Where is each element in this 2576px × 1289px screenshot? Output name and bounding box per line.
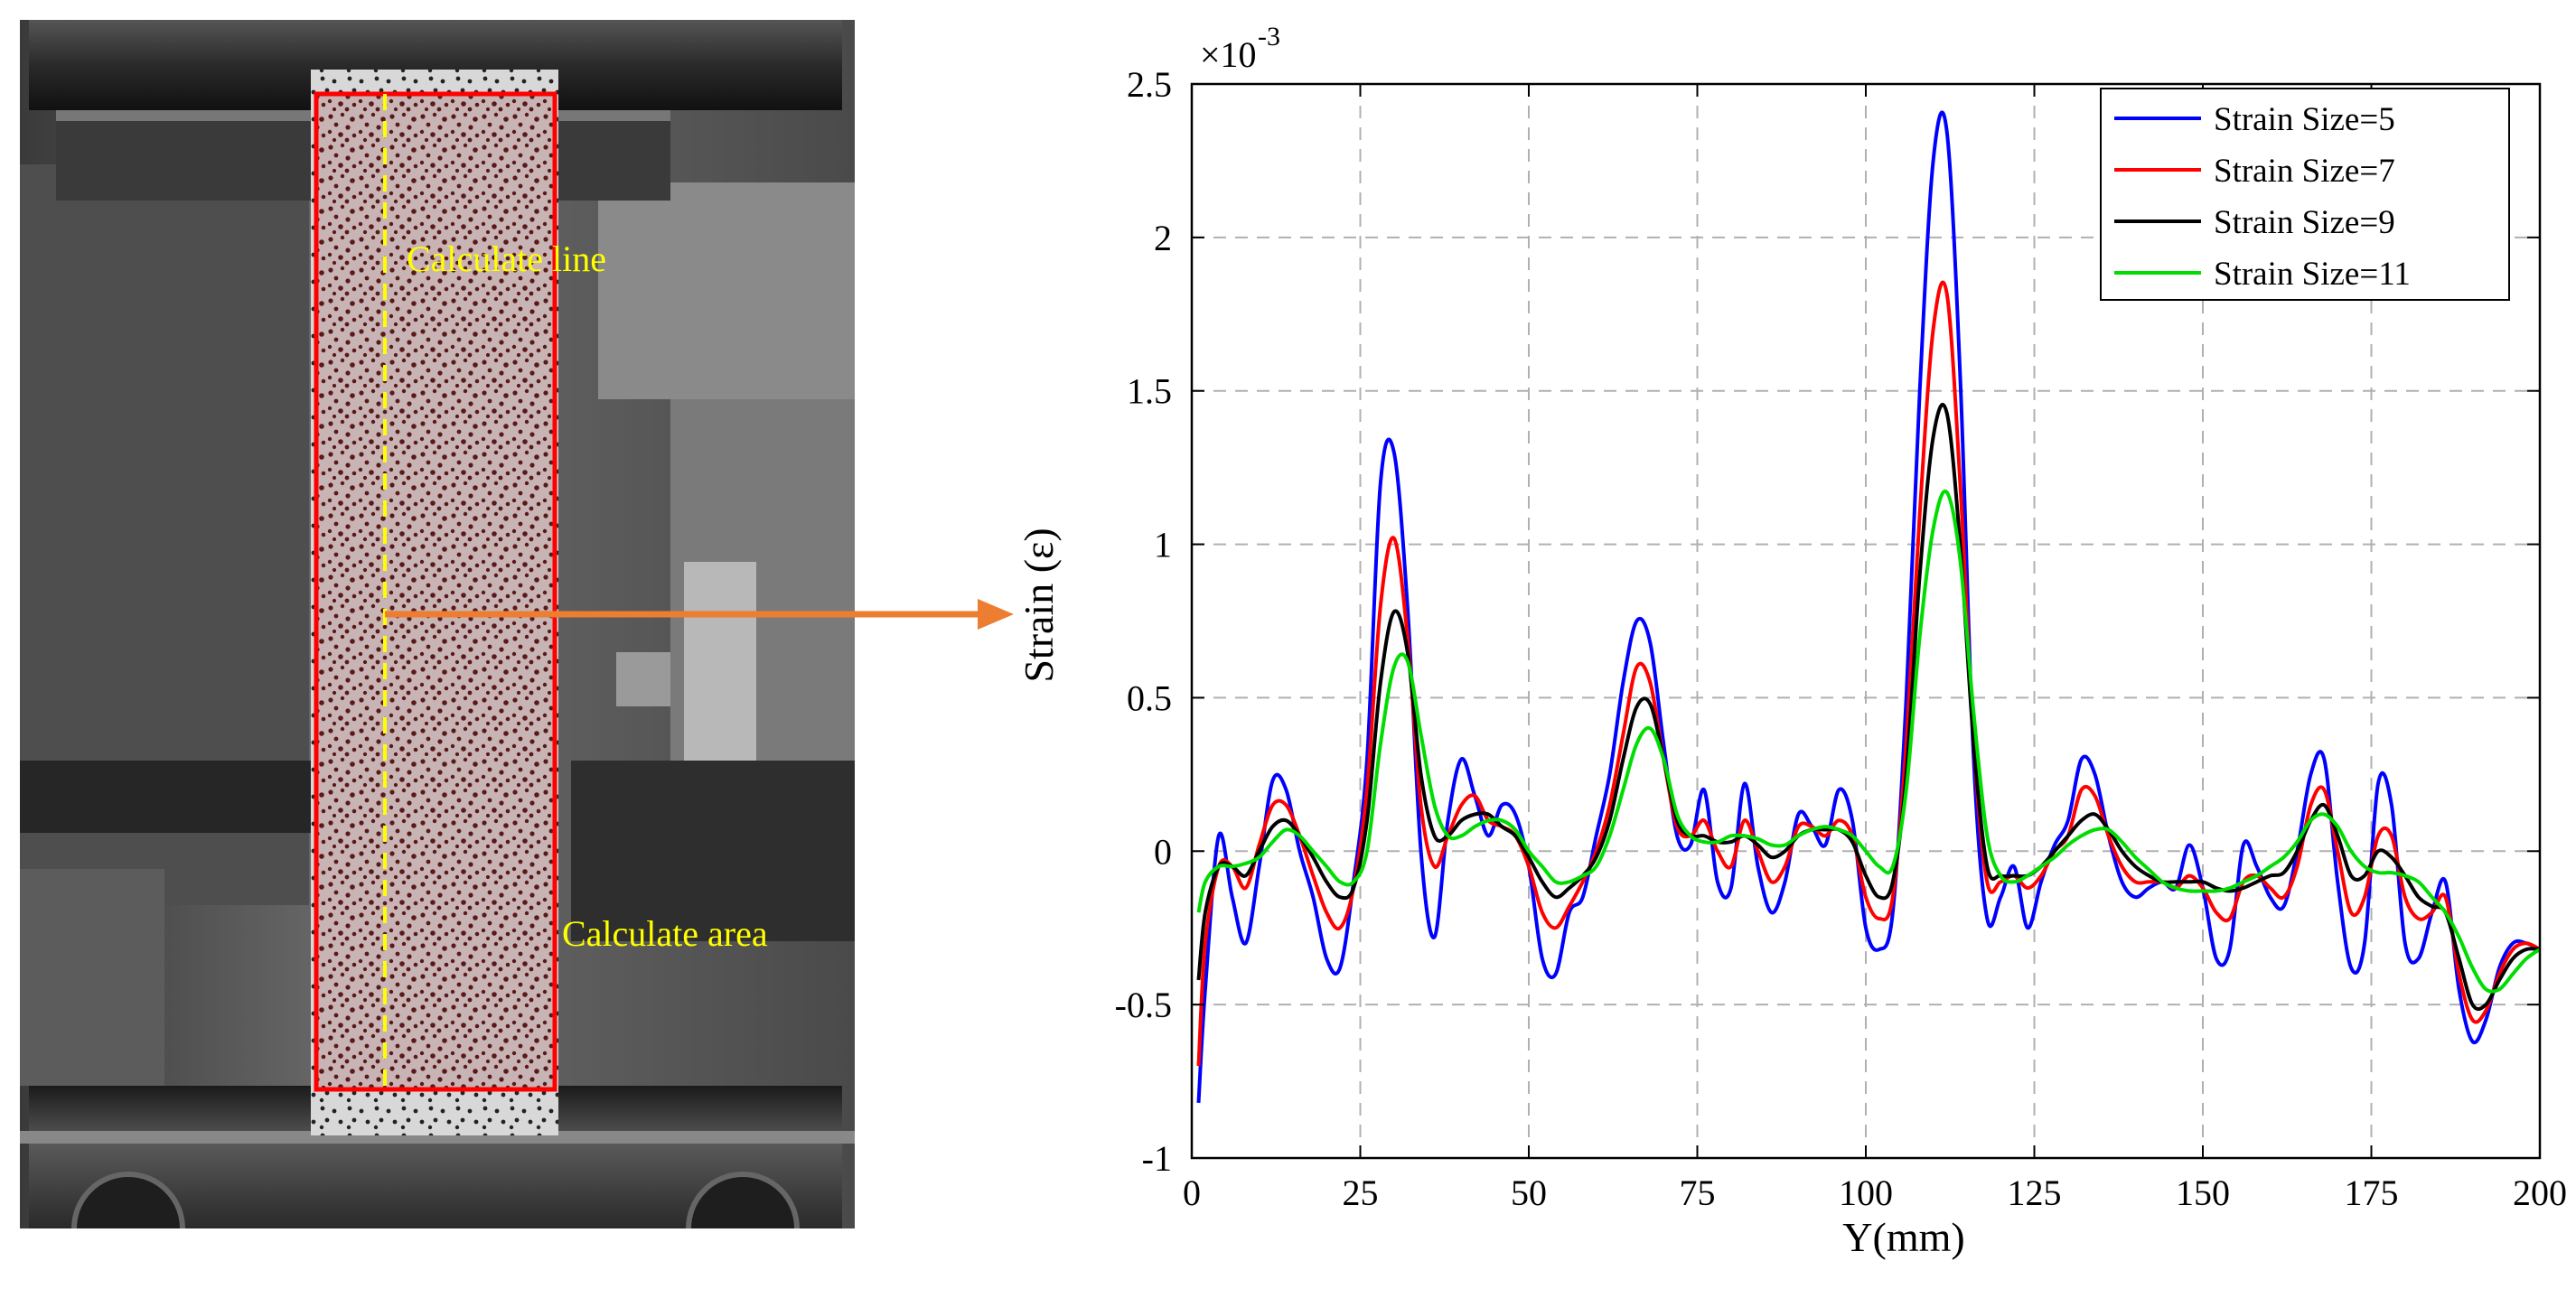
axis-ticks: 0 25 50 75 100 125 150 175 200 -1 -0.5 0 0.5 1 1.5 2 2.5 xyxy=(1115,64,2567,1213)
series-line-3 xyxy=(1196,403,2541,1012)
calculate-area-region xyxy=(316,94,555,1089)
specimen-photo: Calculate line Calculate area xyxy=(20,20,855,1228)
legend-label-2: Strain Size=7 xyxy=(2214,153,2395,190)
x-tick-label: 0 xyxy=(1183,1172,1201,1213)
x-axis-title: Y(mm) xyxy=(1842,1214,1964,1260)
legend-label-4: Strain Size=11 xyxy=(2214,256,2411,293)
y-exponent-label: -3 xyxy=(1258,22,1280,51)
y-tick-label: 0 xyxy=(1154,831,1172,872)
y-tick-label: 0.5 xyxy=(1127,677,1172,718)
specimen-photo-illustration: Calculate line Calculate area xyxy=(20,20,855,1228)
calculate-line-label: Calculate line xyxy=(407,238,606,279)
x-tick-label: 50 xyxy=(1511,1172,1547,1213)
legend-label-1: Strain Size=5 xyxy=(2214,101,2395,138)
legend-label-3: Strain Size=9 xyxy=(2214,204,2395,241)
series-line-1 xyxy=(1196,110,2541,1104)
strain-chart: 0 25 50 75 100 125 150 175 200 -1 -0.5 0 0.5 1 1.5 2 2.5… xyxy=(994,0,2576,1284)
series-lines xyxy=(1196,110,2542,1104)
y-tick-label: 1 xyxy=(1154,525,1172,565)
calculate-area-box xyxy=(314,91,557,1092)
calculate-area-label: Calculate area xyxy=(562,913,768,954)
y-multiplier-label: ×10 xyxy=(1200,34,1257,75)
x-tick-label: 175 xyxy=(2345,1172,2399,1213)
y-tick-label: -1 xyxy=(1142,1138,1172,1179)
series-line-2 xyxy=(1196,280,2541,1067)
y-tick-label: 1.5 xyxy=(1127,371,1172,412)
legend: Strain Size=5 Strain Size=7 Strain Size=9 S… xyxy=(2100,88,2510,301)
x-tick-label: 100 xyxy=(1839,1172,1893,1213)
y-tick-label: 2 xyxy=(1154,218,1172,258)
connector-arrow-head xyxy=(978,599,1014,630)
y-axis-title: Strain (ε) xyxy=(1016,528,1062,682)
x-tick-label: 25 xyxy=(1343,1172,1379,1213)
x-tick-label: 75 xyxy=(1680,1172,1716,1213)
y-tick-label: -0.5 xyxy=(1115,985,1172,1025)
strain-chart-svg: 0 25 50 75 100 125 150 175 200 -1 -0.5 0 0.5 1 1.5 2 2.5… xyxy=(1016,22,2567,1260)
y-tick-label: 2.5 xyxy=(1127,64,1172,105)
series-line-4 xyxy=(1196,489,2542,994)
x-tick-label: 150 xyxy=(2176,1172,2230,1213)
legend-box xyxy=(2100,88,2510,301)
x-tick-label: 200 xyxy=(2513,1172,2567,1213)
x-tick-label: 125 xyxy=(2008,1172,2062,1213)
